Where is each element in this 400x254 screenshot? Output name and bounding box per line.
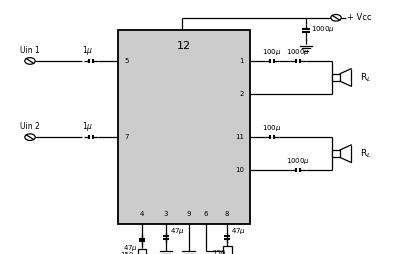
Bar xyxy=(332,74,340,81)
Text: 1000$\mu$: 1000$\mu$ xyxy=(286,156,310,166)
Text: 2: 2 xyxy=(240,91,244,97)
Text: 8: 8 xyxy=(225,211,230,217)
Text: 1$\mu$: 1$\mu$ xyxy=(82,44,93,57)
Text: 150: 150 xyxy=(121,252,134,254)
Text: Uin 2: Uin 2 xyxy=(20,122,40,131)
Text: 47$\mu$: 47$\mu$ xyxy=(231,226,246,236)
Text: 3: 3 xyxy=(164,211,168,217)
Text: 100$\mu$: 100$\mu$ xyxy=(262,47,282,57)
Bar xyxy=(138,249,146,254)
Text: 10: 10 xyxy=(235,167,244,173)
Text: 47$\mu$: 47$\mu$ xyxy=(123,243,138,252)
Text: 1000$\mu$: 1000$\mu$ xyxy=(286,47,310,57)
Text: 11: 11 xyxy=(235,134,244,140)
Text: 1$\mu$: 1$\mu$ xyxy=(82,120,93,133)
Text: 1000$\mu$: 1000$\mu$ xyxy=(311,24,335,34)
Text: 1: 1 xyxy=(240,58,244,64)
Text: 9: 9 xyxy=(186,211,191,217)
Bar xyxy=(332,150,340,157)
Text: + Vcc: + Vcc xyxy=(347,13,371,22)
Text: 6: 6 xyxy=(204,211,208,217)
Bar xyxy=(118,30,250,224)
Text: 47$\mu$: 47$\mu$ xyxy=(170,226,185,236)
Text: 150: 150 xyxy=(212,250,225,254)
Text: 100$\mu$: 100$\mu$ xyxy=(262,123,282,133)
Text: 7: 7 xyxy=(124,134,128,140)
Bar xyxy=(223,246,232,254)
Text: R$_L$: R$_L$ xyxy=(360,147,372,160)
Text: R$_L$: R$_L$ xyxy=(360,71,372,84)
Text: 4: 4 xyxy=(140,211,144,217)
Text: Uin 1: Uin 1 xyxy=(20,46,40,55)
Text: 5: 5 xyxy=(124,58,128,64)
Text: 12: 12 xyxy=(177,41,191,51)
